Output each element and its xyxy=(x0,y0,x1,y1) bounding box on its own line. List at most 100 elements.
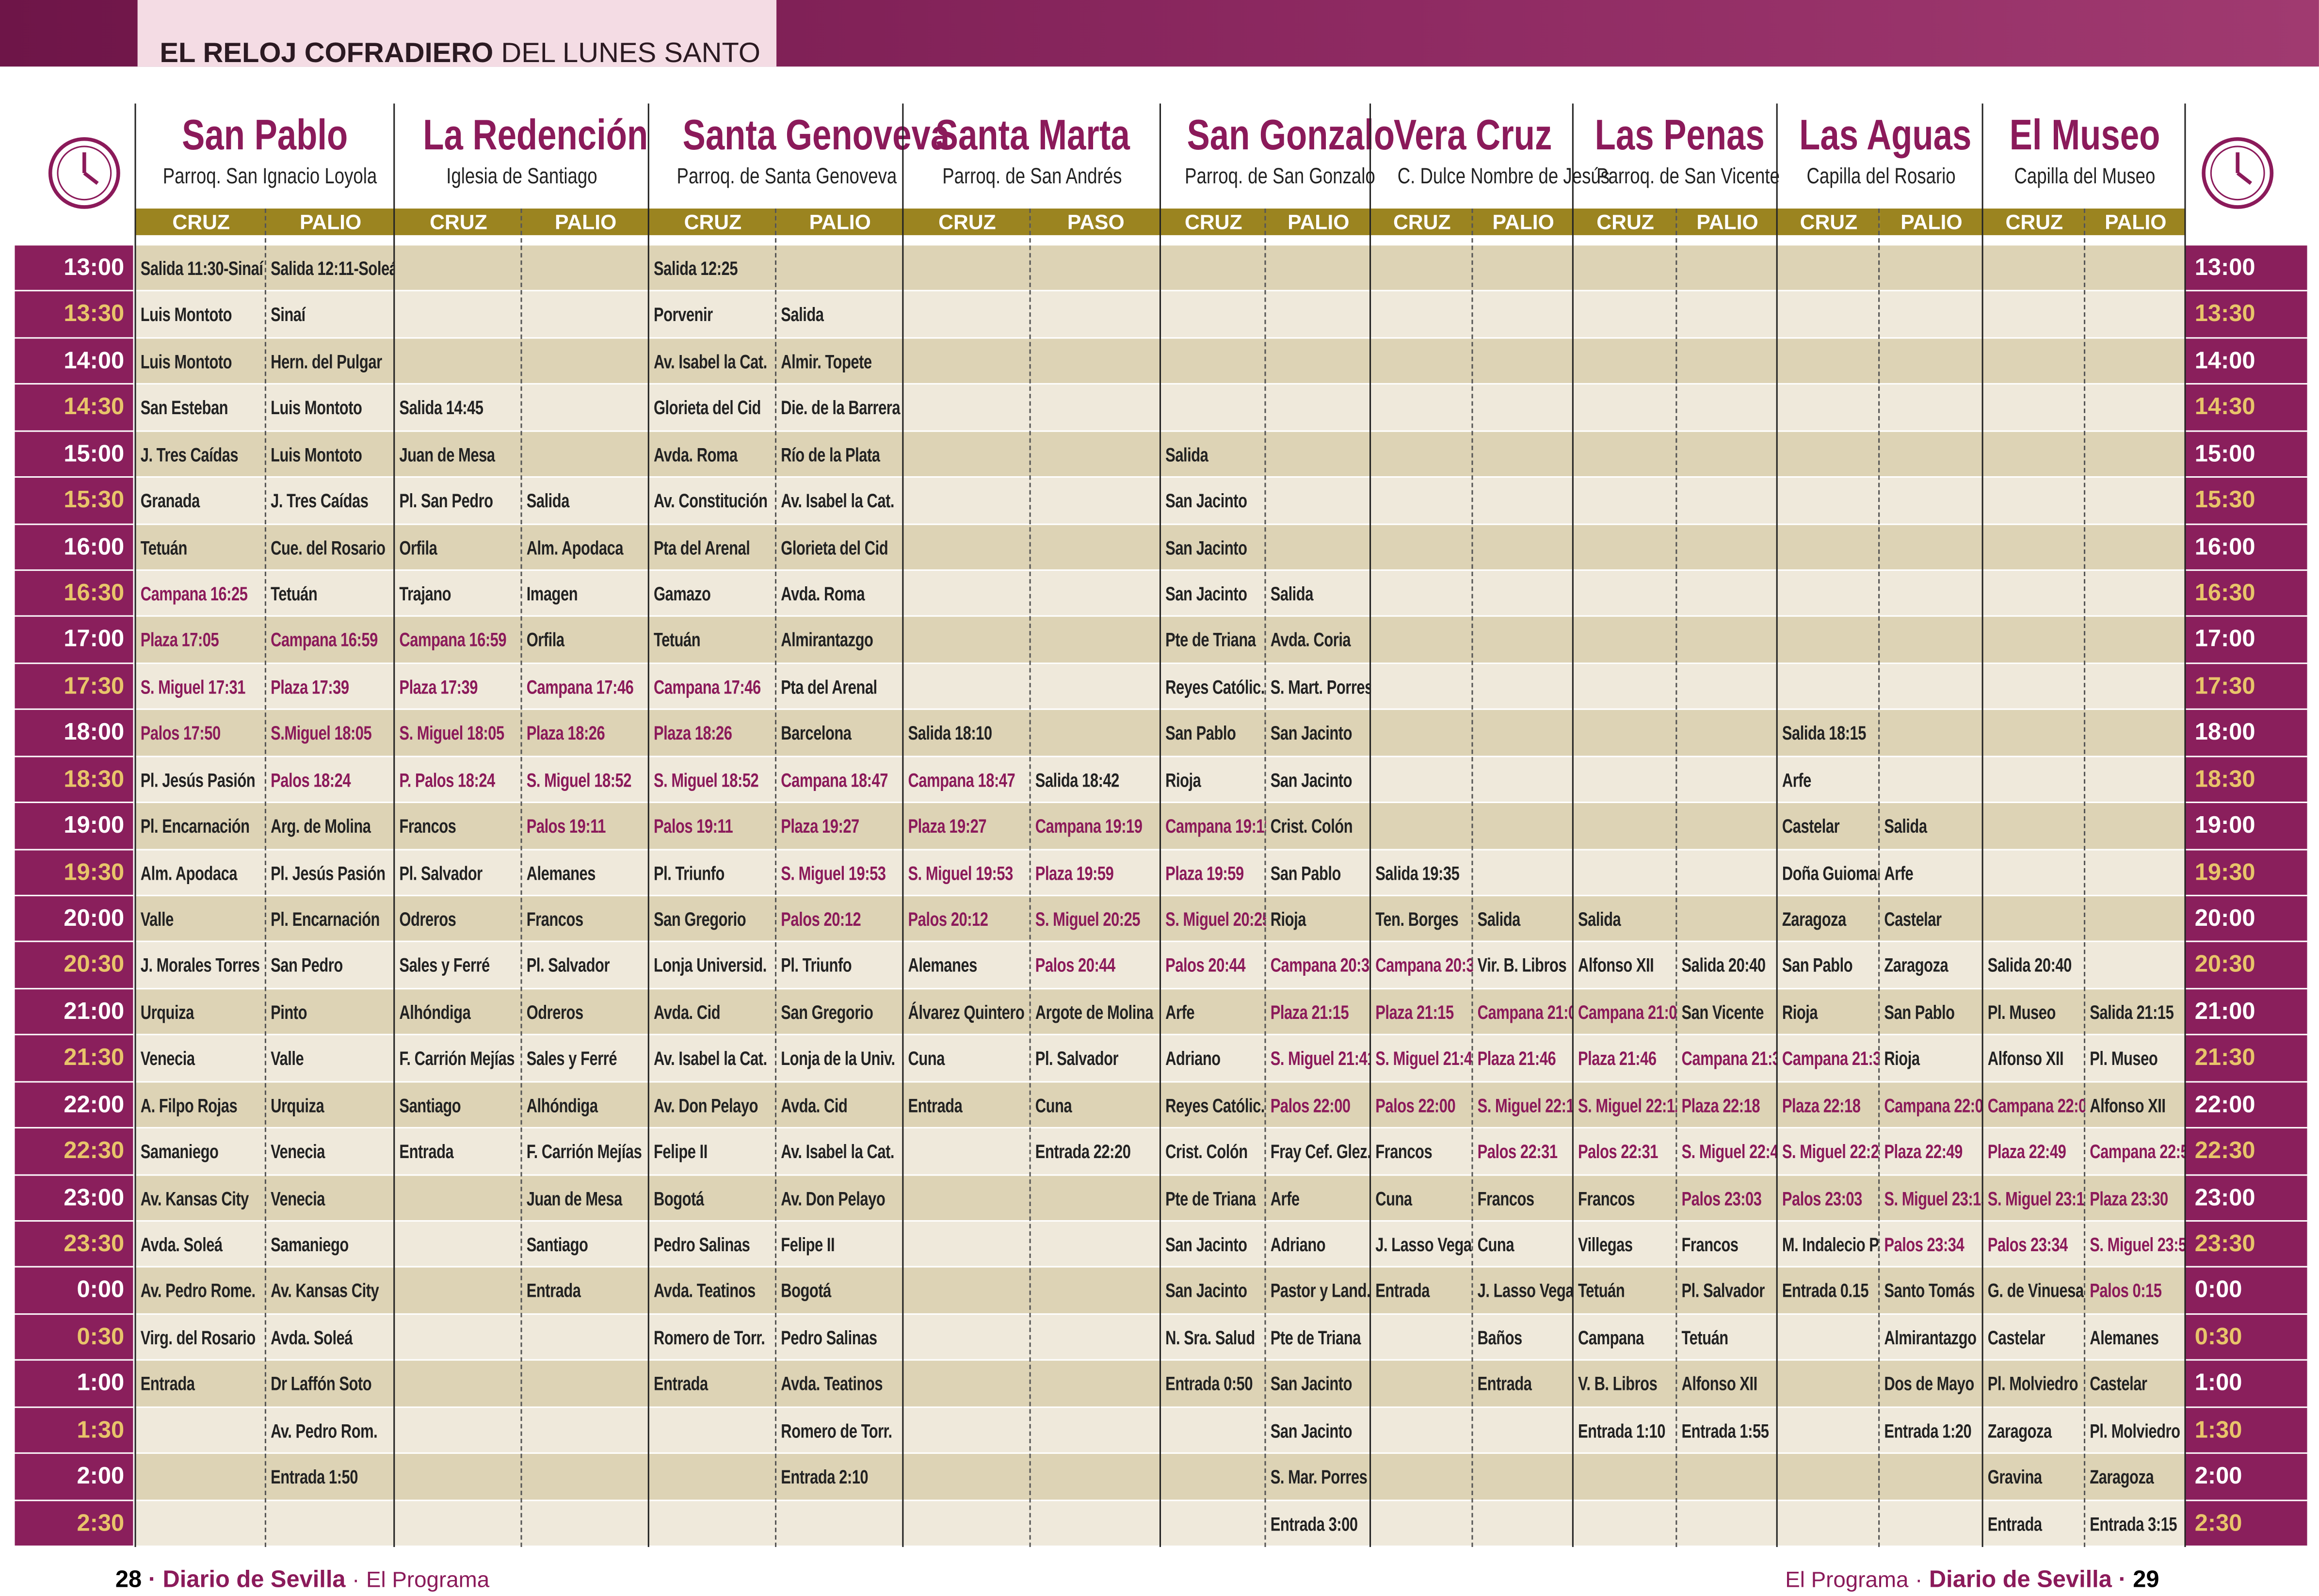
cell-text: Avda. Cid xyxy=(781,1094,848,1116)
cell-text: Urquiza xyxy=(140,1001,194,1023)
cell-text: Rioja xyxy=(1165,768,1201,791)
cell: F. Carrión Mejías xyxy=(395,1036,522,1082)
church-name: C. Dulce Nombre de Jesús xyxy=(1371,164,1610,190)
cell-text: San Jacinto xyxy=(1270,1372,1353,1395)
cell-text: Santo Tomás xyxy=(1884,1280,1975,1303)
cell: San Jacinto xyxy=(1266,1361,1371,1408)
cell: Zaragoza xyxy=(2085,1454,2186,1500)
cell-text: Tetuán xyxy=(1578,1280,1625,1303)
title: EL RELOJ COFRADIERO DEL LUNES SANTO xyxy=(160,38,760,71)
cell-text: Rioja xyxy=(1782,1001,1818,1023)
cell-text: Álvarez Quintero xyxy=(908,1001,1025,1023)
cell-text: Avda. Roma xyxy=(653,443,738,466)
cell: Hern. del Pulgar xyxy=(266,339,395,385)
cell: Pl. Salvador xyxy=(395,850,522,896)
cell-text: Palos 19:11 xyxy=(653,815,733,838)
cell: Avda. Cid xyxy=(649,989,776,1036)
row-band xyxy=(136,1222,2186,1268)
brotherhood-name: El Museo xyxy=(1983,113,2186,161)
cell: F. Carrión Mejías xyxy=(522,1128,649,1175)
cell: Pl. Molviedro xyxy=(1983,1361,2085,1408)
cell-text: Venecia xyxy=(140,1048,195,1070)
cell-text: Cuna xyxy=(908,1048,945,1070)
church-name: Iglesia de Santiago xyxy=(395,164,649,190)
cell: Dr Laffón Soto xyxy=(266,1361,395,1408)
cell-text: Pl. Encarnación xyxy=(140,815,250,838)
cell-text: S. Miguel 19:53 xyxy=(781,861,886,884)
cell-text: Plaza 22:18 xyxy=(1681,1094,1760,1116)
cell-text: Palos 22:00 xyxy=(1375,1094,1456,1116)
cell: S. Miguel 23:15 xyxy=(1983,1175,2085,1222)
cell: Av. Isabel la Cat. xyxy=(776,478,903,524)
brotherhood-name-text: La Redención xyxy=(423,112,648,160)
cell-text: Campana 19:19 xyxy=(1035,815,1143,838)
time-label: 19:30 xyxy=(15,850,133,897)
clock-icon xyxy=(48,137,120,209)
cell: S. Miguel 18:52 xyxy=(522,757,649,804)
cell-text: Trajano xyxy=(399,582,451,605)
cell-text: Salida 14:45 xyxy=(399,397,483,419)
cell-text: Entrada 0:50 xyxy=(1165,1372,1253,1395)
cell: Baños xyxy=(1473,1315,1574,1361)
cell: San Pablo xyxy=(1161,710,1266,757)
cell: Odreros xyxy=(522,989,649,1036)
cell: Almirantazgo xyxy=(1880,1315,1983,1361)
cell-text: Tetuán xyxy=(271,582,318,605)
cell-text: Plaza 22:49 xyxy=(1884,1140,1963,1163)
cell-text: Pte de Triana xyxy=(1165,1187,1256,1209)
cell: Bogotá xyxy=(649,1175,776,1222)
cell-text: Zaragoza xyxy=(1884,954,1949,977)
cell-text: Pte de Triana xyxy=(1165,629,1256,652)
cell: Salida 20:40 xyxy=(1983,943,2085,989)
cell: Plaza 22:18 xyxy=(1778,1082,1880,1128)
cell: Orfila xyxy=(395,524,522,571)
cell-text: Campana 22:09 xyxy=(1884,1094,1983,1116)
church-name-text: Capilla del Museo xyxy=(2014,164,2155,190)
cell: Plaza 18:26 xyxy=(649,710,776,757)
cell: Alfonso XII xyxy=(2085,1082,2186,1128)
cell-text: Tetuán xyxy=(1681,1326,1729,1349)
title-rest: DEL LUNES SANTO xyxy=(501,38,760,70)
cell: Salida xyxy=(522,478,649,524)
time-label: 17:00 xyxy=(2186,617,2307,664)
cell-text: Argote de Molina xyxy=(1035,1001,1154,1023)
cell-text: Palos 23:03 xyxy=(1681,1187,1762,1209)
cell-text: San Pablo xyxy=(1884,1001,1955,1023)
column-line xyxy=(1981,103,1983,1547)
cell: Salida xyxy=(1473,896,1574,943)
cell-text: Orfila xyxy=(399,536,437,559)
subcolumn-header: CRUZ xyxy=(1983,209,2086,235)
cell-text: Pl. Salvador xyxy=(1681,1280,1765,1303)
cell: Glorieta del Cid xyxy=(776,524,903,571)
time-label: 1:30 xyxy=(15,1407,133,1454)
cell-text: Arfe xyxy=(1270,1187,1300,1209)
time-label: 14:00 xyxy=(15,338,133,385)
subcolumn-header: PALIO xyxy=(1880,209,1983,235)
brotherhood-name: La Redención xyxy=(395,113,649,161)
cell-text: Plaza 21:15 xyxy=(1270,1001,1349,1023)
cell: Palos 23:03 xyxy=(1677,1175,1777,1222)
separator: · xyxy=(352,1567,360,1593)
cell: Campana 21:06 xyxy=(1574,989,1677,1036)
cell-text: Crist. Colón xyxy=(1270,815,1353,838)
cell-text: Alhóndiga xyxy=(526,1094,598,1116)
cell: San Pablo xyxy=(1778,943,1880,989)
column-line xyxy=(134,103,136,1547)
cell: Salida 14:45 xyxy=(395,385,522,432)
cell: Alm. Apodaca xyxy=(136,850,266,896)
cell-text: Glorieta del Cid xyxy=(653,397,761,419)
cell: Av. Kansas City xyxy=(136,1175,266,1222)
cell-text: Campana 20:35 xyxy=(1375,954,1473,977)
cell: Campana 20:35 xyxy=(1266,943,1371,989)
cell-text: Salida 20:40 xyxy=(1681,954,1766,977)
cell: S. Miguel 17:31 xyxy=(136,664,266,710)
cell-text: Sinaí xyxy=(271,304,306,326)
cell-text: Cuna xyxy=(1035,1094,1072,1116)
cell: Palos 23:03 xyxy=(1778,1175,1880,1222)
cell: Tetuán xyxy=(266,571,395,617)
cell: Alfonso XII xyxy=(1983,1036,2085,1082)
cell-text: Bogotá xyxy=(781,1280,831,1303)
cell-text: Gamazo xyxy=(653,582,711,605)
